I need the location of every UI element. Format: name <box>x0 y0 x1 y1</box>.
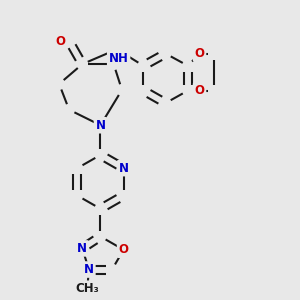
Text: O: O <box>118 243 129 256</box>
Text: O: O <box>194 47 205 60</box>
Text: N: N <box>95 119 106 132</box>
Text: NH: NH <box>109 52 129 65</box>
Text: O: O <box>56 34 66 47</box>
Text: O: O <box>194 84 205 97</box>
Text: N: N <box>77 242 87 255</box>
Text: CH₃: CH₃ <box>75 282 99 295</box>
Text: N: N <box>84 263 94 276</box>
Text: N: N <box>118 162 129 175</box>
